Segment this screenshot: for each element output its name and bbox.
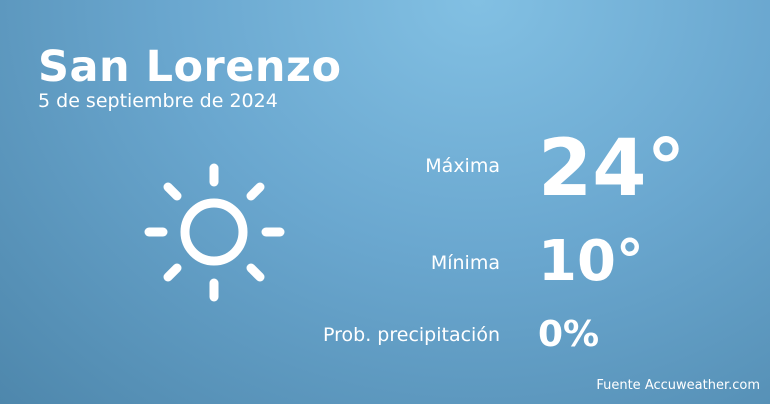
sun-icon bbox=[144, 163, 285, 302]
source-credit: Fuente Accuweather.com bbox=[596, 378, 760, 393]
precip-value: 0% bbox=[538, 314, 600, 355]
location-title: San Lorenzo bbox=[38, 42, 342, 92]
min-label: Mínima bbox=[430, 252, 500, 274]
max-label: Máxima bbox=[425, 155, 500, 177]
min-value: 10° bbox=[538, 229, 644, 294]
precip-label: Prob. precipitación bbox=[323, 324, 500, 346]
forecast-date: 5 de septiembre de 2024 bbox=[38, 90, 278, 112]
max-value: 24° bbox=[538, 124, 686, 214]
